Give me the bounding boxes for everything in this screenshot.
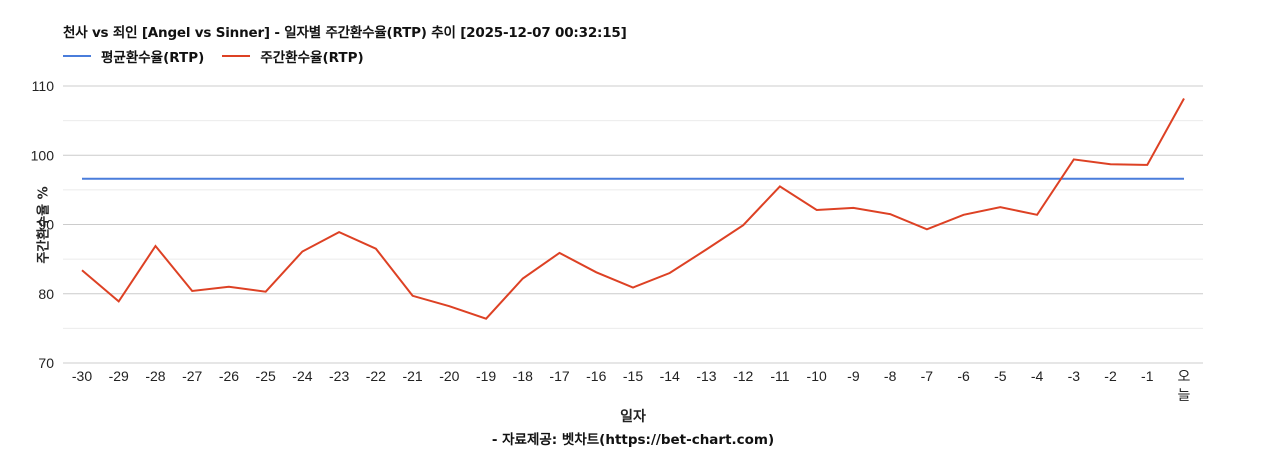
y-tick-label: 70 [38, 355, 54, 371]
legend-swatch-weekly-icon [222, 55, 251, 57]
x-tick-label: -16 [586, 368, 606, 384]
x-tick-label: -12 [733, 368, 753, 384]
weekly-rtp-line[interactable] [81, 98, 1185, 320]
legend: 평균환수율(RTP) 주간환수율(RTP) [63, 46, 382, 66]
x-tick-label: -18 [513, 368, 533, 384]
x-tick-label: -21 [402, 368, 422, 384]
gridlines [63, 85, 1203, 364]
x-tick-label: -5 [994, 368, 1007, 384]
y-axis-label: 주간환수율 % [36, 186, 52, 264]
x-tick-label: -27 [182, 368, 202, 384]
x-tick-label: 오 [1178, 368, 1191, 384]
x-tick-label: -20 [439, 368, 459, 384]
x-axis-ticks: -30 -29 -28 -27 -26 -25 -24 -23 -22 -21 -20 -19 -18-… [72, 368, 1191, 403]
x-tick-label: -10 [807, 368, 827, 384]
data-series [81, 98, 1185, 320]
x-tick-label: -11 [770, 368, 789, 384]
x-tick-label: -25 [256, 368, 276, 384]
x-axis-label: 일자 [620, 409, 646, 425]
x-tick-label: -17 [549, 368, 569, 384]
x-tick-label: -24 [292, 368, 312, 384]
x-tick-label: -23 [329, 368, 349, 384]
legend-swatch-average-icon [63, 55, 91, 57]
x-tick-label: -28 [145, 368, 165, 384]
y-tick-label: 110 [32, 78, 55, 94]
x-tick-label: -4 [1031, 368, 1044, 384]
y-axis-ticks: 70 80 90 100 110 [31, 78, 55, 371]
legend-label-weekly-rtp: 주간환수율(RTP) [260, 50, 364, 66]
x-tick-label: -30 [72, 368, 92, 384]
chart-title: 천사 vs 죄인 [Angel vs Sinner] - 일자별 주간환수율(R… [63, 25, 627, 41]
x-tick-label: -29 [109, 368, 129, 384]
x-tick-label: -19 [476, 368, 496, 384]
x-tick-label: -7 [921, 368, 934, 384]
legend-item-weekly-rtp[interactable]: 주간환수율(RTP) [222, 46, 364, 66]
legend-item-average-rtp[interactable]: 평균환수율(RTP) [63, 46, 204, 66]
x-tick-label: -15 [623, 368, 643, 384]
y-tick-label: 90 [38, 217, 54, 233]
x-tick-label: -13 [696, 368, 716, 384]
x-tick-label: -2 [1104, 368, 1117, 384]
x-tick-label: -9 [847, 368, 860, 384]
data-source-credit: - 자료제공: 벳차트(https://bet-chart.com) [491, 432, 775, 448]
x-tick-label: -26 [219, 368, 239, 384]
x-tick-label: -1 [1141, 368, 1154, 384]
x-tick-label: 늘 [1178, 387, 1191, 403]
y-tick-label: 80 [38, 286, 54, 302]
legend-label-average-rtp: 평균환수율(RTP) [101, 50, 205, 66]
x-tick-label: -6 [957, 368, 970, 384]
x-tick-label: -3 [1068, 368, 1081, 384]
x-tick-label: -14 [660, 368, 680, 384]
x-tick-label: -22 [366, 368, 386, 384]
x-tick-label: -8 [884, 368, 897, 384]
y-tick-label: 100 [31, 147, 55, 163]
